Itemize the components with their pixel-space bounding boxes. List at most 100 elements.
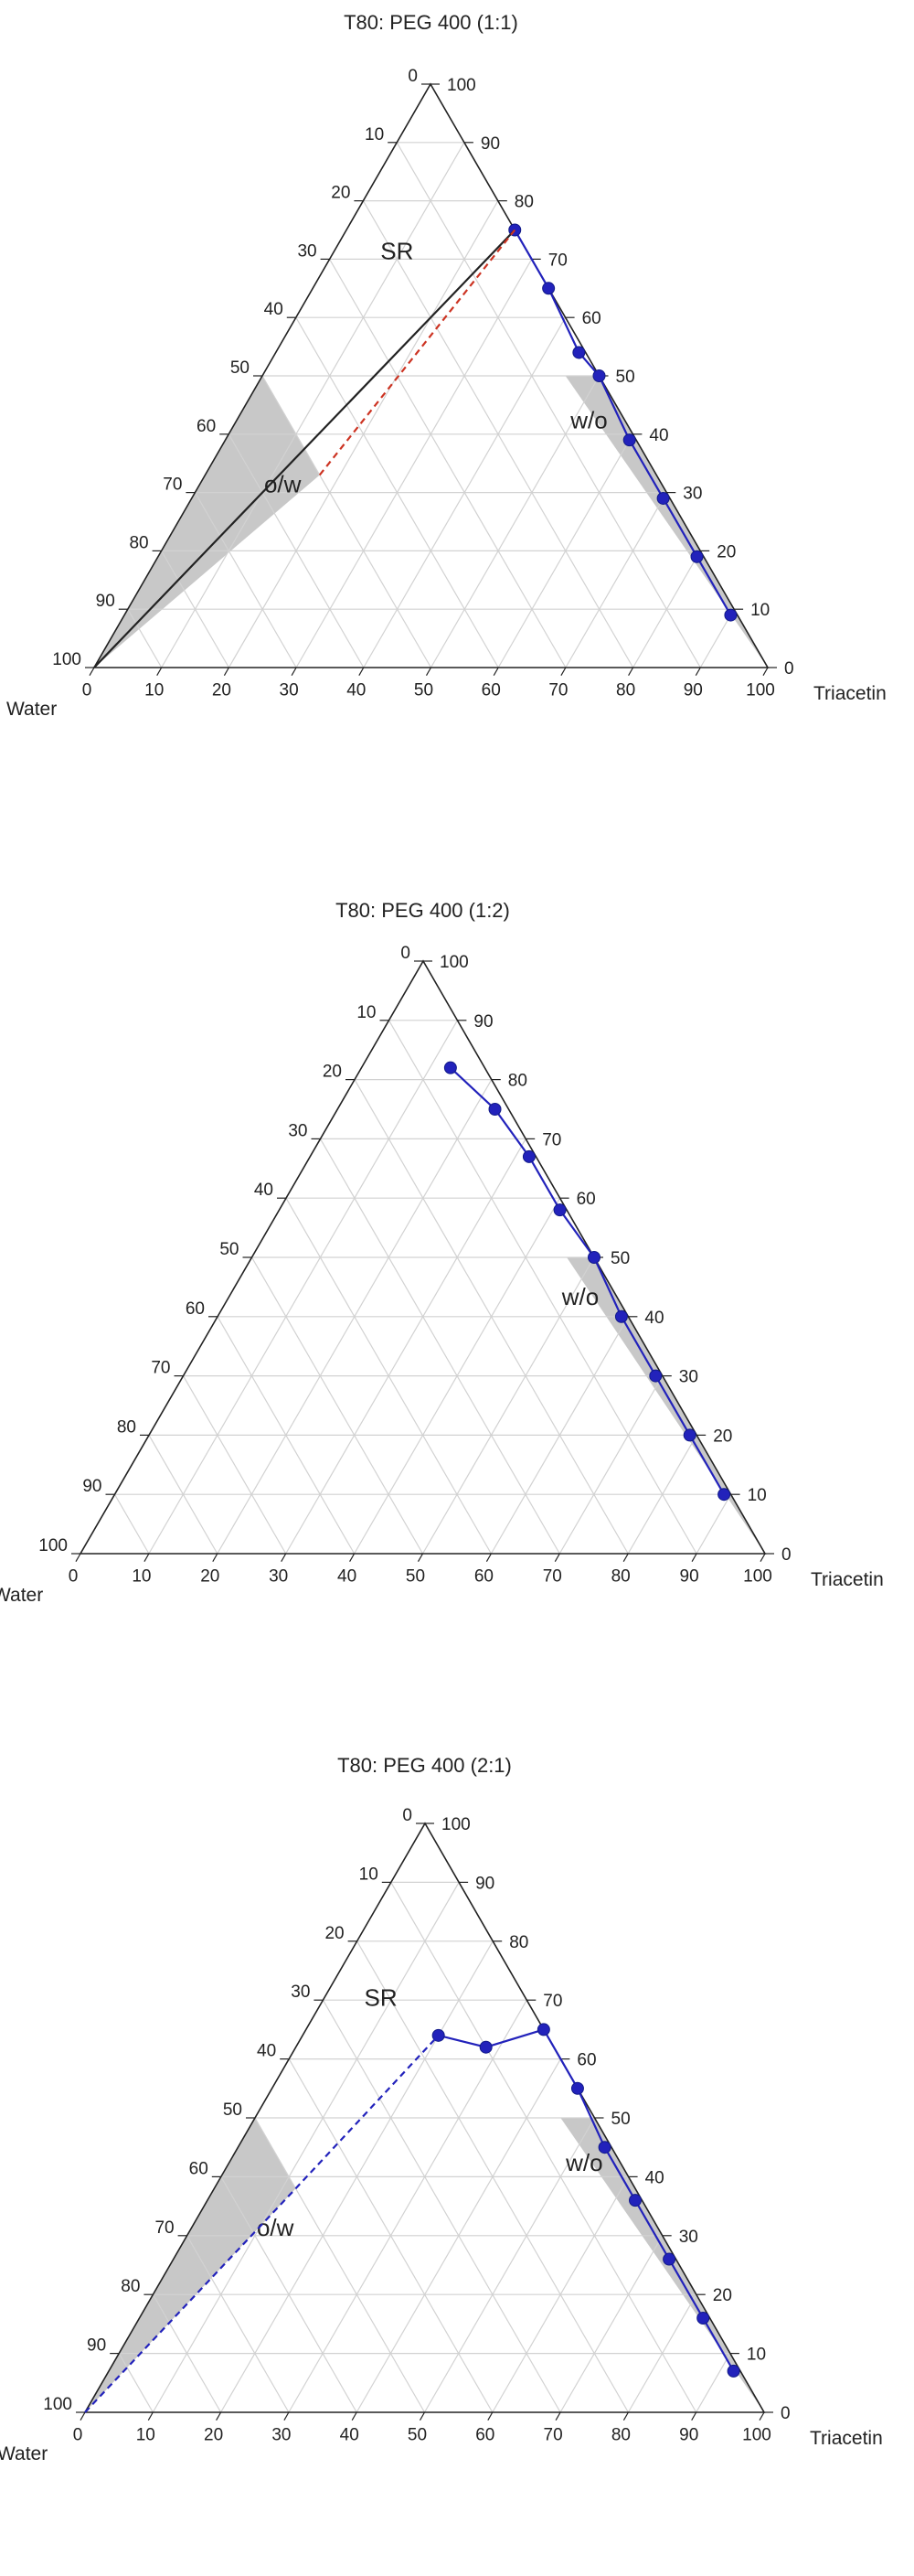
tick-mark: [760, 1553, 766, 1562]
tick-mark: [349, 1553, 356, 1562]
data-point: [717, 1488, 731, 1502]
tick-label-right: 60: [577, 2051, 596, 2070]
grid-line: [319, 1138, 560, 1555]
tick-mark: [622, 2411, 629, 2421]
tick-label-bottom: 0: [82, 680, 92, 700]
grid-line: [186, 2235, 290, 2413]
tick-label-right: 90: [481, 134, 500, 154]
data-point: [588, 1251, 600, 1264]
region-label-w-o: w/o: [561, 1283, 599, 1310]
tick-mark: [762, 667, 769, 676]
tick-mark: [216, 2411, 222, 2421]
tick-mark: [691, 1553, 697, 1562]
chart-title: T80: PEG 400 (2:1): [337, 1754, 512, 1777]
tick-label-bottom: 30: [269, 1566, 288, 1586]
tick-label-right: 20: [713, 2286, 732, 2305]
grid-line: [696, 1493, 732, 1555]
shaded-region-w-o: [565, 376, 768, 668]
ticks: 0 0 0 10 10 10 20 20 20 30 30 30 40 40 40 50 50 50 60 60 60 7…: [52, 67, 793, 700]
region-label-sr: SR: [364, 1984, 397, 2012]
grid-line: [288, 1999, 527, 2413]
tick-label-bottom: 50: [406, 1566, 425, 1586]
ticks: 0 0 0 10 10 10 20 20 20 30 30 30 40 40 40 50 50 50 60 60 60 7…: [43, 1806, 790, 2444]
ternary-panel-2: T80: PEG 400 (1:2) 0 0 0 10 10 10 20 20 20 30 30 30 4…: [0, 859, 914, 1717]
tick-label-left: 80: [129, 533, 148, 552]
tick-mark: [223, 667, 229, 676]
tick-mark: [417, 1553, 424, 1562]
tick-label-right: 30: [683, 485, 702, 504]
corner-label-water: Water: [0, 1585, 43, 1606]
tick-label-left: 60: [189, 2159, 208, 2178]
grid-line: [322, 1999, 561, 2413]
data-point: [479, 2040, 493, 2054]
grid-line: [261, 375, 432, 668]
tick-label-bottom: 70: [543, 1566, 562, 1586]
chart-title: T80: PEG 400 (1:1): [344, 11, 518, 34]
region-label-o-w: o/w: [257, 2214, 294, 2241]
ternary-panel-1: T80: PEG 400 (1:1) 0 0 0 10 10 10 20 20 20 30 30 30 4…: [0, 0, 914, 859]
shaded-region-o-w: [85, 2118, 296, 2412]
tick-mark: [281, 1553, 287, 1562]
series-1: [84, 2035, 440, 2413]
tick-label-left: 90: [96, 592, 115, 611]
data-point: [522, 1149, 536, 1163]
tick-label-right: 30: [679, 2228, 698, 2247]
tick-label-right: 100: [447, 76, 476, 95]
tick-label-right: 80: [508, 1072, 527, 1091]
tick-label-right: 70: [542, 1130, 561, 1149]
tick-label-left: 40: [257, 2042, 276, 2061]
tick-mark: [351, 2411, 357, 2421]
tick-mark: [695, 667, 701, 676]
tick-label-bottom: 100: [742, 2425, 771, 2444]
ternary-chart-3: T80: PEG 400 (2:1) 0 0 0 10 10 10 20 20 20 30 30 30 4…: [0, 1754, 883, 2464]
grid-line: [148, 1020, 458, 1555]
tick-mark: [555, 2411, 561, 2421]
tick-label-left: 80: [121, 2277, 140, 2296]
tick-label-left: 10: [365, 125, 384, 144]
tick-mark: [75, 1553, 81, 1562]
tick-label-bottom: 80: [611, 2425, 631, 2444]
data-point: [443, 1061, 457, 1074]
data-point: [488, 1103, 502, 1116]
tick-label-right: 80: [509, 1933, 528, 1952]
tick-mark: [759, 2411, 765, 2421]
tick-label-left: 90: [87, 2336, 106, 2356]
tick-mark: [628, 667, 634, 676]
tick-mark: [212, 1553, 218, 1562]
tick-label-left: 30: [291, 1983, 310, 2002]
tick-label-left: 30: [288, 1121, 307, 1140]
tick-label-left: 100: [52, 650, 81, 669]
shaded-region-o-w: [94, 376, 320, 668]
tick-mark: [89, 667, 95, 676]
tick-label-left: 20: [331, 184, 350, 203]
data-point: [663, 2252, 676, 2266]
grid-line: [152, 1882, 460, 2413]
data-point: [724, 608, 738, 622]
grid-line: [559, 2235, 664, 2413]
tick-label-left: 0: [402, 1806, 412, 1825]
tick-label-bottom: 90: [684, 680, 703, 700]
grid-line: [423, 2117, 596, 2413]
tick-label-right: 20: [713, 1427, 732, 1446]
grid-line: [127, 608, 163, 668]
grid-line: [421, 1256, 595, 1555]
grid-line: [254, 2117, 426, 2413]
series-line: [438, 2028, 735, 2372]
grid-line: [161, 142, 465, 668]
tick-label-left: 100: [38, 1536, 68, 1555]
tick-mark: [156, 667, 163, 676]
grid-line: [396, 142, 701, 668]
tick-label-left: 40: [254, 1181, 273, 1200]
grid-line: [388, 1020, 697, 1555]
tick-label-right: 90: [475, 1874, 494, 1893]
series-0: [443, 1061, 731, 1502]
tick-label-left: 50: [230, 358, 250, 378]
tick-mark: [143, 1553, 150, 1562]
tick-label-bottom: 60: [482, 680, 501, 700]
tick-label-right: 100: [440, 953, 469, 972]
grid-line: [113, 1493, 150, 1555]
tick-label-left: 60: [186, 1299, 205, 1319]
grid-line: [285, 1138, 526, 1555]
series-1: [93, 229, 516, 668]
tick-mark: [487, 2411, 494, 2421]
